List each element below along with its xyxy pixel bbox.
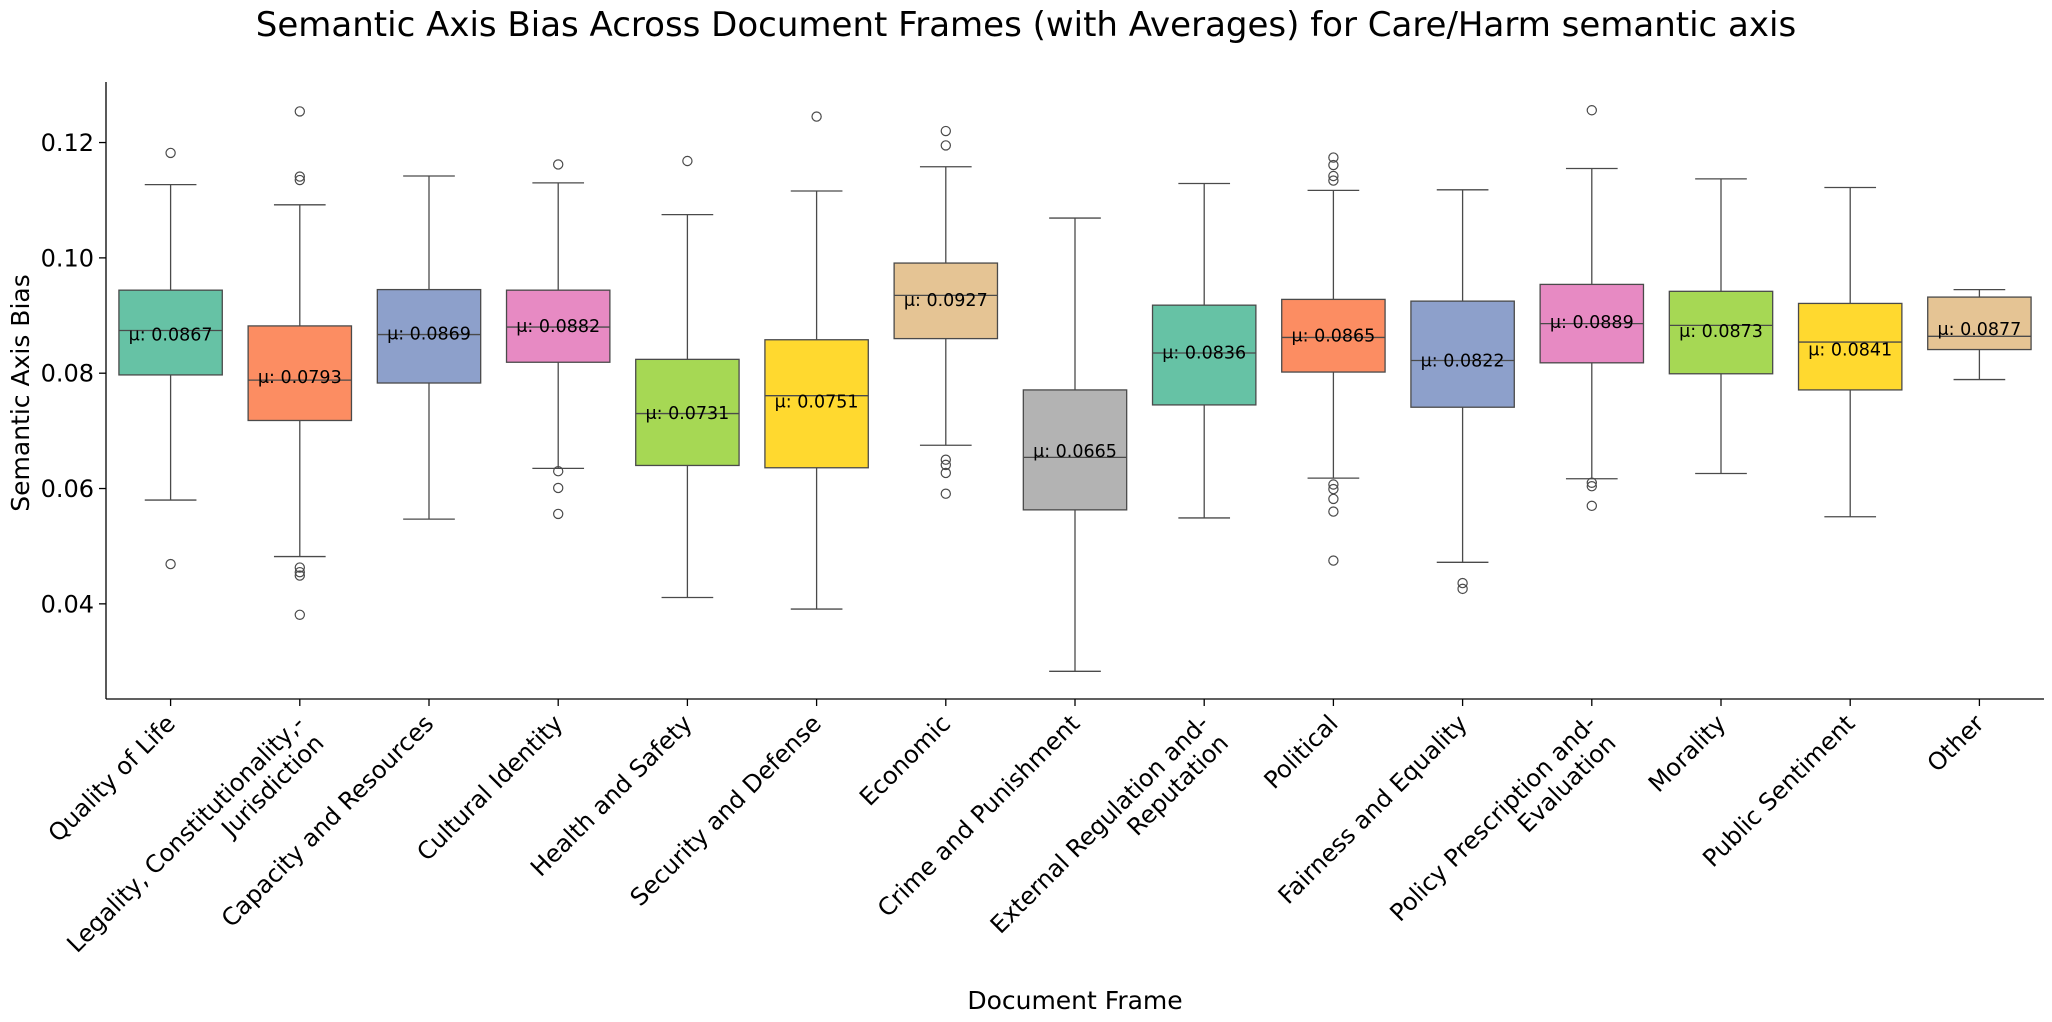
x-tick-label-line: Legality, Constitutionality,- <box>61 709 310 958</box>
y-tick-label: 0.10 <box>41 244 94 272</box>
y-tick-label: 0.04 <box>41 590 94 618</box>
outlier-point <box>165 558 176 570</box>
x-tick-label: Political <box>1259 709 1344 794</box>
outlier-point <box>1586 105 1598 116</box>
mean-label: μ: 0.0877 <box>1937 320 2021 340</box>
box <box>376 288 482 384</box>
box <box>1927 296 2032 351</box>
y-tick-label: 0.06 <box>41 475 94 503</box>
outlier-point <box>682 155 693 167</box>
box <box>893 262 999 340</box>
outlier-point <box>294 566 305 578</box>
outlier-point <box>940 454 952 465</box>
box <box>1151 304 1257 406</box>
mean-label: μ: 0.0882 <box>516 317 600 337</box>
outlier-point <box>553 482 564 494</box>
mean-label: μ: 0.0731 <box>645 404 729 424</box>
outlier-point <box>553 159 564 170</box>
mean-label: μ: 0.0793 <box>258 368 342 388</box>
mean-label: μ: 0.0873 <box>1679 322 1763 342</box>
plot-area: 0.04 0.06 0.08 0.10 0.12 μ: 0.0867 Quality of … <box>41 82 2044 958</box>
mean-label: μ: 0.0822 <box>1421 352 1505 372</box>
mean-label: μ: 0.0927 <box>904 291 988 311</box>
mean-label: μ: 0.0865 <box>1291 327 1375 347</box>
mean-label: μ: 0.0867 <box>129 326 213 346</box>
mean-label: μ: 0.0841 <box>1808 341 1892 361</box>
outlier-point <box>1586 477 1598 488</box>
outlier-point <box>294 570 305 581</box>
outlier-point <box>553 508 564 520</box>
box <box>505 289 611 363</box>
outlier-point <box>294 609 305 621</box>
box <box>1797 302 1903 391</box>
outlier-point <box>294 171 305 182</box>
x-tick-label-line: Morality <box>1643 709 1731 797</box>
box <box>635 358 740 467</box>
mean-label: μ: 0.0869 <box>387 324 471 344</box>
x-tick-label-line: External Regulation and- <box>985 709 1215 939</box>
mean-label: μ: 0.0889 <box>1550 313 1634 333</box>
outlier-point <box>1328 483 1339 495</box>
outlier-point <box>1328 506 1339 517</box>
outlier-point <box>294 174 305 186</box>
outlier-point <box>1457 577 1468 589</box>
outlier-point <box>940 488 952 499</box>
box <box>1668 290 1774 375</box>
box <box>247 325 353 422</box>
x-tick-label: Economic <box>854 709 956 811</box>
outlier-point <box>165 147 176 159</box>
outlier-point <box>1586 481 1598 492</box>
outlier-point <box>1457 583 1468 595</box>
outlier-point <box>553 466 564 477</box>
outlier-point <box>940 125 952 137</box>
mean-label: μ: 0.0751 <box>775 392 859 412</box>
box <box>1410 300 1515 408</box>
x-tick-label-line: Quality of Life <box>43 709 181 847</box>
box <box>1022 389 1128 511</box>
outlier-point <box>1328 479 1339 490</box>
outlier-point <box>811 111 822 122</box>
x-axis-label: Document Frame <box>967 986 1182 1015</box>
outlier-point <box>294 106 305 117</box>
box <box>764 339 869 469</box>
x-tick-label-line: Other <box>1922 709 1990 777</box>
x-tick-label-line: Policy Prescription and- <box>1384 709 1602 927</box>
outlier-point <box>1328 159 1339 171</box>
box <box>1281 298 1386 373</box>
x-tick-label-line: Economic <box>854 709 956 811</box>
outlier-point <box>1586 500 1598 512</box>
outlier-point <box>1328 493 1339 505</box>
x-tick-label: External Regulation and-Reputation <box>985 709 1234 958</box>
chart-title: Semantic Axis Bias Across Document Frame… <box>256 5 1796 45</box>
x-tick-label: Morality <box>1643 709 1731 797</box>
y-tick-label: 0.08 <box>41 360 94 388</box>
outlier-point <box>1328 555 1339 566</box>
mean-label: μ: 0.0836 <box>1162 343 1246 363</box>
x-tick-label: Other <box>1922 709 1990 777</box>
y-axis-label: Semantic Axis Bias <box>6 274 35 511</box>
outlier-point <box>940 459 952 471</box>
outlier-point <box>940 140 952 151</box>
x-tick-label: Quality of Life <box>43 709 181 847</box>
y-tick-label: 0.12 <box>41 129 94 157</box>
x-tick-label-line: Political <box>1259 709 1344 794</box>
box <box>118 289 223 376</box>
outlier-point <box>1328 152 1339 163</box>
mean-label: μ: 0.0665 <box>1033 442 1117 462</box>
outlier-point <box>1328 175 1339 186</box>
outlier-point <box>294 562 305 573</box>
outlier-point <box>1328 170 1339 182</box>
outlier-point <box>940 467 952 479</box>
